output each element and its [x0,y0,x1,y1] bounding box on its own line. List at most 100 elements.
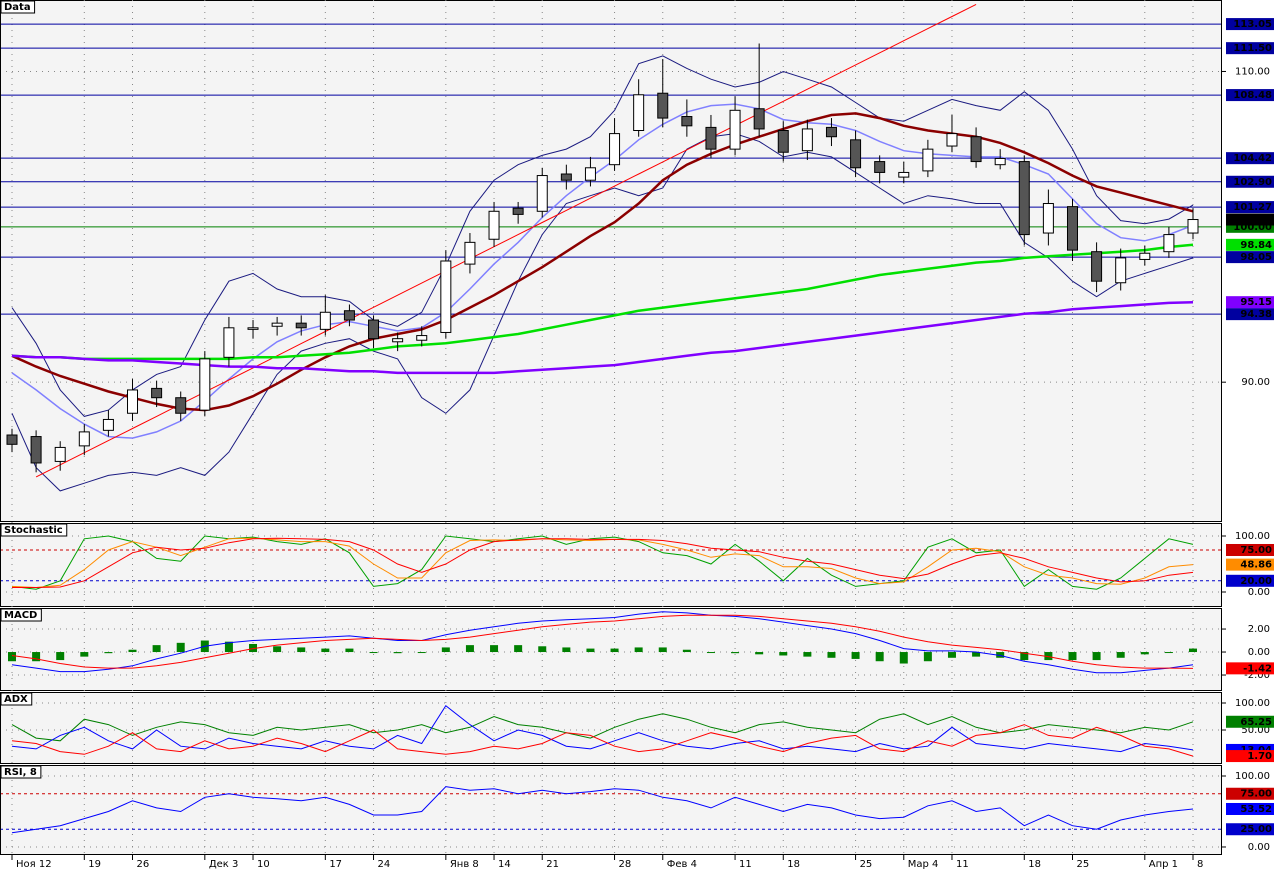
value-box [1226,750,1274,763]
value-box [1226,152,1274,165]
value-box-label: 53.52 [1240,804,1272,815]
series-line [35,3,977,478]
candle-body [392,338,404,343]
panel-background [0,692,1222,764]
series-line [12,537,1194,588]
x-tick-label: 18 [1028,859,1041,870]
candle-body [30,436,42,464]
y-tick-label: 0.00 [1248,587,1270,598]
x-tick-label: 17 [329,859,342,870]
candle-body [343,310,355,321]
candle-body [199,358,211,411]
candle-body [633,94,645,132]
histogram-bar [1116,652,1125,658]
value-box [1226,543,1274,556]
histogram-bar [176,642,185,653]
value-box [1226,89,1274,102]
x-tick-label: 21 [546,859,559,870]
panel-title: Data [4,2,31,13]
x-tick-label: 19 [88,859,101,870]
histogram-bar [441,647,450,653]
value-box [1226,251,1274,264]
x-tick-label: Дек 3 [209,859,239,870]
value-box [1226,802,1274,815]
histogram-bar [923,652,932,662]
series-line [11,55,1194,417]
panel-title: MACD [4,610,37,621]
value-box [1226,213,1274,226]
x-tick-label: 11 [956,859,969,870]
value-box-label: 20.00 [1240,576,1272,587]
value-box-label: 25.00 [1240,824,1272,835]
x-tick-label: 14 [498,859,511,870]
candle-body [440,260,452,333]
histogram-bar [803,652,812,657]
histogram-bar [297,647,306,653]
candle-body [1163,234,1175,253]
candle-body [1066,206,1078,251]
candle-body [368,319,380,340]
histogram-bar [731,652,740,654]
value-box-label: 95.15 [1240,297,1272,308]
value-box [1226,18,1274,31]
histogram-bar [706,652,715,654]
histogram-bar [152,645,161,653]
candle-body [705,126,717,150]
panel-background [0,0,1222,522]
candle-body [464,241,476,265]
candle-body [1042,203,1054,234]
candle-body [319,311,331,330]
value-box [1226,662,1274,675]
panel-title: ADX [4,694,28,705]
series-line [11,724,1194,757]
value-box-label: 108.48 [1233,90,1272,101]
histogram-bar [345,648,354,653]
candle-body [6,434,18,445]
histogram-bar [32,652,41,662]
candle-body [102,418,114,431]
y-tick-label: 90.00 [1241,377,1270,388]
candle-body [825,126,837,138]
x-tick-label: 10 [257,859,270,870]
histogram-bar [1092,652,1101,661]
value-box-label: 98.05 [1240,252,1272,263]
value-box [1226,238,1274,251]
panel [1,535,1221,593]
x-tick-label: 24 [378,859,391,870]
candle-body [54,446,66,462]
candle-body [512,207,524,215]
value-box [1226,175,1274,188]
value-box [1226,296,1274,309]
x-tick-label: Мар 4 [908,859,939,870]
series-line [11,614,1194,669]
candle-body [777,130,789,153]
panel-title-box [0,0,36,14]
candle-body [78,431,90,447]
histogram-bar [369,652,378,654]
value-box [1226,201,1274,214]
value-box-label: 75.00 [1240,789,1272,800]
histogram-bar [1068,652,1077,661]
panel-title-box [0,692,33,706]
histogram-bar [562,647,571,653]
histogram-bar [1164,652,1173,654]
candle-body [922,148,934,172]
value-box-label: 1.70 [1247,751,1272,762]
candle-body [416,335,428,341]
candle-body [850,139,862,169]
value-box-label: 48.86 [1240,560,1272,571]
series-line [11,713,1194,742]
series-line [11,786,1194,834]
value-box-label: 94.38 [1240,309,1272,320]
panel [1,702,1221,757]
x-tick-label: 28 [619,859,632,870]
value-box-label: 113.05 [1233,19,1272,30]
value-box [1226,574,1274,587]
candle-body [994,157,1006,166]
candle-body [1139,252,1151,260]
candle-body [295,322,307,329]
histogram-bar [779,652,788,656]
value-box-label: 104.42 [1233,153,1272,164]
histogram-bar [1140,652,1149,655]
